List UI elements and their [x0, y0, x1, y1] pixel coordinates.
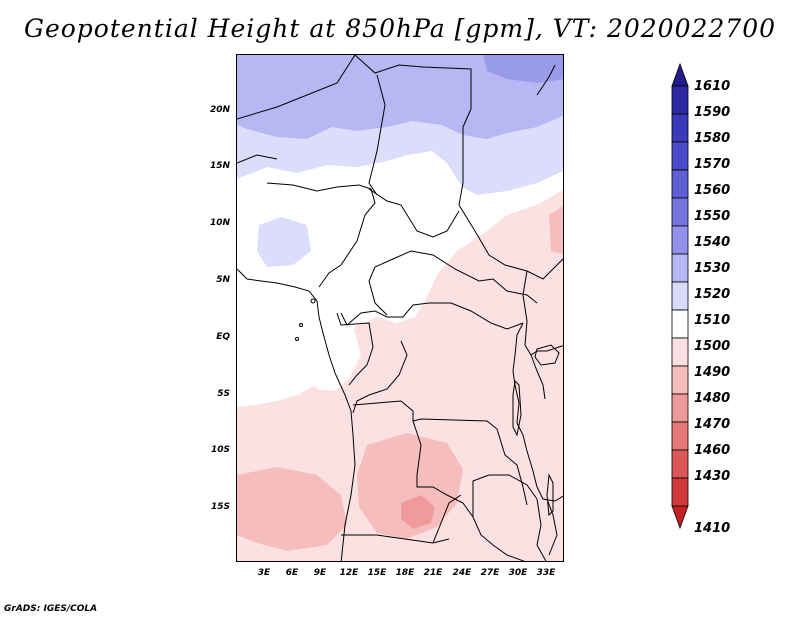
colorbar-swatch: [671, 449, 689, 479]
lon-label: 21E: [423, 568, 443, 578]
island-saotome: [295, 337, 299, 341]
colorbar-label: 1570: [694, 157, 731, 172]
footer-credit: GrADS: IGES/COLA: [4, 604, 98, 614]
lat-label: 10N: [209, 218, 230, 228]
lat-label: 5S: [217, 389, 230, 399]
colorbar-swatch: [671, 309, 689, 339]
island-bioko: [310, 298, 316, 304]
field-1520-patch-west: [257, 217, 311, 267]
colorbar-label: 1610: [694, 79, 731, 94]
lat-label: 10S: [210, 445, 230, 455]
field-1490-sw: [237, 467, 347, 551]
colorbar-swatch: [671, 365, 689, 395]
lon-label: 33E: [536, 568, 556, 578]
colorbar-label: 1460: [694, 443, 731, 458]
colorbar-label: 1560: [694, 183, 731, 198]
colorbar-label: 1590: [694, 105, 731, 120]
colorbar-label: 1490: [694, 365, 731, 380]
lake-malawi: [546, 473, 554, 517]
field-1500-main: [237, 190, 563, 561]
colorbar-label: 1540: [694, 235, 731, 250]
lon-label: 15E: [367, 568, 387, 578]
lat-label: 15S: [210, 502, 230, 512]
colorbar: [671, 62, 689, 530]
colorbar-swatch: [671, 505, 689, 530]
colorbar-swatch: [671, 225, 689, 255]
colorbar-label: 1530: [694, 261, 731, 276]
colorbar-swatch: [671, 421, 689, 451]
field-1490-south: [357, 433, 463, 539]
colorbar-swatch: [671, 393, 689, 423]
lat-label: 15N: [209, 161, 230, 171]
lat-label: 20N: [209, 105, 230, 115]
colorbar-swatch: [671, 113, 689, 143]
colorbar-swatch: [671, 85, 689, 115]
colorbar-label: 1510: [694, 313, 731, 328]
map-svg: [237, 55, 563, 561]
lon-label: 24E: [452, 568, 472, 578]
colorbar-swatch: [671, 337, 689, 367]
colorbar-label: 1550: [694, 209, 731, 224]
borders: [237, 55, 563, 561]
lake-tanganyika: [512, 379, 522, 437]
lat-label: 5N: [216, 275, 230, 285]
colorbar-swatch: [671, 141, 689, 171]
colorbar-swatch: [671, 281, 689, 311]
colorbar-swatch: [671, 253, 689, 283]
red-sea-coast: [536, 64, 556, 96]
lon-label: 27E: [480, 568, 500, 578]
colorbar-label: 1430: [694, 469, 731, 484]
chart-title: Geopotential Height at 850hPa [gpm], VT:…: [23, 14, 777, 43]
field-1540-patch: [483, 55, 563, 83]
map-plot-area: [236, 54, 564, 562]
colorbar-label: 1520: [694, 287, 731, 302]
lon-label: 3E: [257, 568, 271, 578]
lat-label: EQ: [216, 332, 230, 342]
lon-label: 9E: [313, 568, 327, 578]
lon-label: 12E: [339, 568, 359, 578]
lon-label: 6E: [285, 568, 299, 578]
colorbar-swatch: [671, 477, 689, 507]
island-principe: [299, 323, 303, 327]
colorbar-label: 1580: [694, 131, 731, 146]
lon-label: 18E: [395, 568, 415, 578]
colorbar-label: 1410: [694, 521, 731, 536]
field-1510-coast: [307, 325, 361, 391]
colorbar-label: 1500: [694, 339, 731, 354]
field-1480-core: [401, 495, 435, 529]
field-1490-east: [549, 206, 563, 255]
colorbar-swatch: [671, 62, 689, 87]
colorbar-swatch: [671, 169, 689, 199]
colorbar-swatch: [671, 197, 689, 227]
lake-victoria: [534, 344, 560, 366]
colorbar-label: 1480: [694, 391, 731, 406]
field-1530-north: [237, 55, 563, 139]
lon-label: 30E: [508, 568, 528, 578]
colorbar-label: 1470: [694, 417, 731, 432]
